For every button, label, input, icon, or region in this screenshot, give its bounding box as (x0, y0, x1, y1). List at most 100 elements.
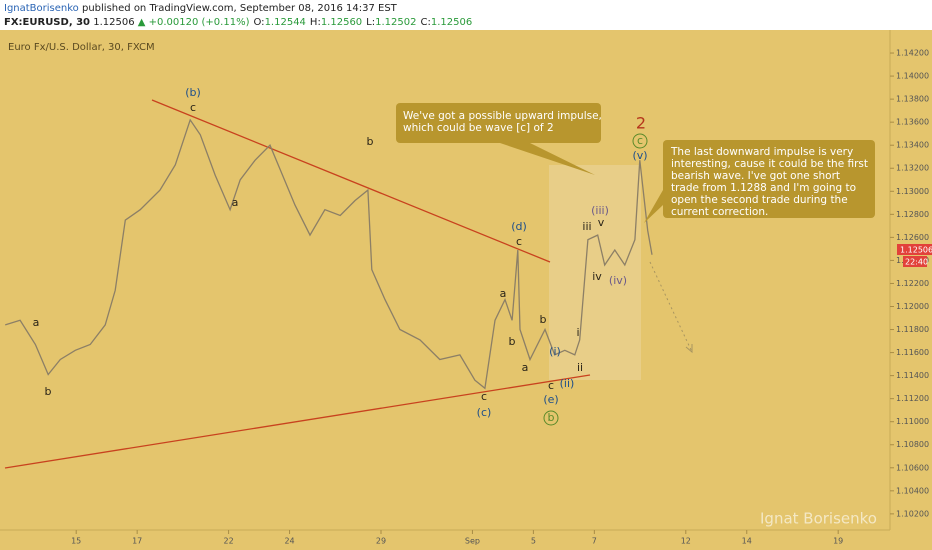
wave-label: c (190, 101, 196, 114)
x-tick-label: 12 (681, 537, 691, 546)
author[interactable]: IgnatBorisenko (4, 3, 79, 14)
published: published on TradingView.com, September … (82, 3, 398, 14)
x-tick-label: 22 (224, 537, 234, 546)
wave-label: a (500, 287, 507, 300)
x-tick-label: Sep (465, 537, 480, 546)
ohlc-value: 1.12544 (265, 17, 306, 28)
wave-label: iv (592, 270, 602, 283)
wave-label: c (481, 390, 487, 403)
wave-label: (b) (185, 86, 201, 99)
wave-label: (iv) (609, 274, 627, 287)
ohlc-value: 1.12506 (431, 17, 472, 28)
last-price: 1.12506 (93, 17, 134, 28)
wave-circle (543, 410, 559, 426)
wave-label: b (509, 335, 516, 348)
header-line: FX:EURUSD, 30 1.12506 ▲ +0.00120 (+0.11%… (4, 17, 472, 28)
callout-pointer (644, 190, 663, 223)
wave-label: b (45, 385, 52, 398)
callout-text: trade from 1.1288 and I'm going to (671, 182, 856, 194)
y-tick-label: 1.13200 (896, 164, 929, 173)
x-tick-label: 17 (132, 537, 142, 546)
y-tick-label: 1.12600 (896, 233, 929, 242)
wave-label: ii (577, 361, 583, 374)
y-tick-label: 1.10400 (896, 486, 929, 495)
y-tick-label: 1.12000 (896, 302, 929, 311)
price-tag-bg (897, 244, 932, 255)
callout-text: interesting, cause it could be the first (671, 158, 868, 170)
trendline (4, 374, 591, 469)
callout-text: bearish wave. I've got one short (671, 170, 840, 182)
y-tick-label: 1.13000 (896, 187, 929, 196)
trendline (151, 99, 551, 263)
callout-pointer (500, 143, 595, 175)
wave-label: 2 (636, 114, 646, 133)
y-tick-label: 1.10200 (896, 509, 929, 518)
watermark: Ignat Borisenko (760, 510, 877, 528)
wave-label: (c) (477, 406, 492, 419)
header-line: IgnatBorisenko published on TradingView.… (4, 3, 398, 14)
y-tick-label: 1.13400 (896, 141, 929, 150)
ohlc-value: 1.12560 (321, 17, 362, 28)
wave-label: a (232, 196, 239, 209)
callout-text: current correction. (671, 206, 768, 218)
price-line (5, 118, 653, 390)
callout-box (663, 140, 875, 218)
y-tick-label: 1.12200 (896, 279, 929, 288)
wave-label: (i) (549, 345, 561, 358)
callout-text: The last downward impulse is very (670, 146, 853, 158)
wave-label: i (576, 326, 579, 339)
wave-label: c (548, 379, 554, 392)
x-tick-label: 29 (376, 537, 386, 546)
ohlc-label: L: (366, 17, 375, 28)
wave-label: a (522, 361, 529, 374)
wave-label: (iii) (591, 204, 609, 217)
x-tick-label: 24 (284, 537, 294, 546)
wave-label: b (548, 411, 555, 424)
time-tag-bg (903, 256, 927, 267)
callout-box (396, 103, 601, 143)
wave-label: c (637, 134, 643, 147)
x-tick-label: 15 (71, 537, 81, 546)
time-tag: 22:40 (905, 258, 928, 267)
ohlc-label: C: (420, 17, 430, 28)
y-tick-label: 1.11400 (896, 371, 929, 380)
wave-label: v (598, 216, 605, 229)
ohlc-value: 1.12502 (375, 17, 416, 28)
plot (5, 118, 653, 390)
wave-label: c (516, 235, 522, 248)
highlight-box (549, 165, 641, 380)
arrow-head (685, 344, 693, 354)
header-bar (0, 0, 932, 30)
x-tick-label: 14 (742, 537, 752, 546)
y-tick-label: 1.13600 (896, 118, 929, 127)
wave-label: b (367, 135, 374, 148)
y-tick-label: 1.11800 (896, 325, 929, 334)
wave-label: (v) (632, 149, 647, 162)
series-legend: Euro Fx/U.S. Dollar, 30, FXCM (8, 42, 155, 53)
symbol: FX:EURUSD, 30 (4, 17, 90, 28)
wave-label: b (540, 313, 547, 326)
y-tick-label: 1.14200 (896, 49, 929, 58)
callout-text: We've got a possible upward impulse, (403, 110, 602, 122)
wave-label: iii (582, 220, 591, 233)
y-tick-label: 1.11000 (896, 417, 929, 426)
ohlc-label: O: (253, 17, 264, 28)
ohlc-label: H: (310, 17, 321, 28)
x-tick-label: 7 (592, 537, 597, 546)
y-tick-label: 1.11600 (896, 348, 929, 357)
y-tick-label: 1.11200 (896, 394, 929, 403)
wave-label: a (33, 316, 40, 329)
wave-label: (e) (543, 393, 558, 406)
callout-text: which could be wave [c] of 2 (403, 122, 554, 134)
y-tick-label: 1.12800 (896, 210, 929, 219)
x-tick-label: 19 (833, 537, 843, 546)
change: ▲ +0.00120 (+0.11%) (138, 17, 250, 28)
y-tick-label: 1.14000 (896, 72, 929, 81)
y-tick-label: 1.13800 (896, 95, 929, 104)
callout-text: open the second trade during the (671, 194, 848, 206)
wave-label: (d) (511, 220, 527, 233)
wave-circle (632, 133, 648, 149)
x-tick-label: 5 (531, 537, 536, 546)
y-tick-label: 1.10800 (896, 440, 929, 449)
